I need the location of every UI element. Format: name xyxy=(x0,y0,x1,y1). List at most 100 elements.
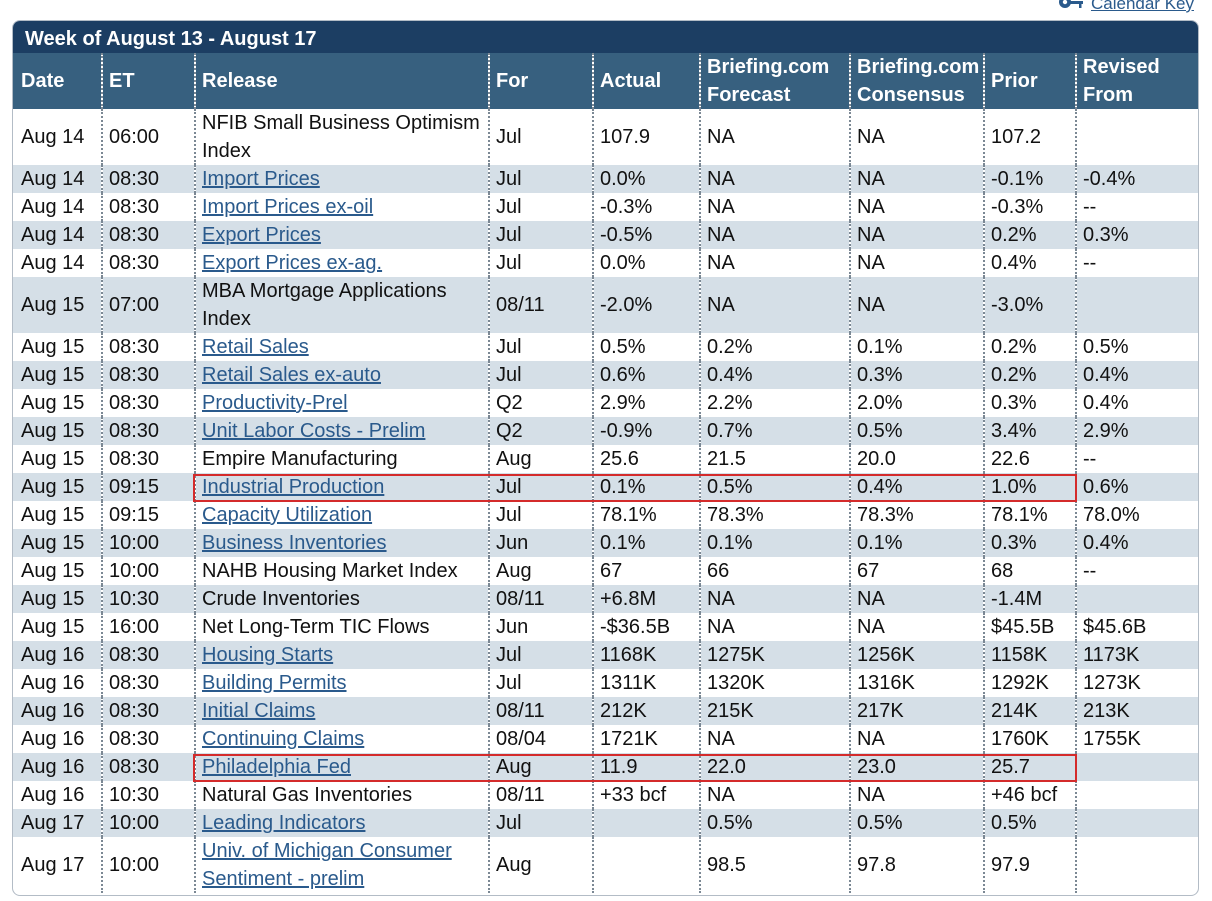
table-row: Aug 15 10:00 Business Inventories Jun 0.1% 0.… xyxy=(13,529,1198,557)
col-header-revised: Revised From xyxy=(1075,53,1198,109)
cell-time: 07:00 xyxy=(101,277,195,333)
cell-for: Jul xyxy=(488,501,593,529)
cell-date: Aug 16 xyxy=(13,697,102,725)
cell-time: 10:00 xyxy=(101,809,195,837)
cell-prior: 107.2 xyxy=(983,109,1076,165)
calendar-key-label[interactable]: Calendar Key xyxy=(1090,0,1194,13)
cell-consensus: 0.5% xyxy=(849,809,984,837)
cell-date: Aug 17 xyxy=(13,809,102,837)
cell-revised xyxy=(1075,109,1198,165)
cell-revised xyxy=(1075,809,1198,837)
cell-for: Jul xyxy=(488,333,593,361)
cell-consensus: NA xyxy=(849,109,984,165)
cell-consensus: 0.1% xyxy=(849,333,984,361)
table-row: Aug 15 08:30 Empire Manufacturing Aug 25.6 21… xyxy=(13,445,1198,473)
cell-forecast: NA xyxy=(699,613,850,641)
release-link[interactable]: Export Prices ex-ag. xyxy=(202,252,383,274)
cell-consensus: 0.5% xyxy=(849,417,984,445)
release-link[interactable]: Retail Sales xyxy=(202,336,309,358)
release-link[interactable]: Unit Labor Costs - Prelim xyxy=(202,420,426,442)
release-link[interactable]: Leading Indicators xyxy=(202,812,366,834)
release-link[interactable]: Building Permits xyxy=(202,672,347,694)
cell-for: Jul xyxy=(488,249,593,277)
cell-for: Aug xyxy=(488,837,593,893)
cell-actual: 0.1% xyxy=(592,529,700,557)
cell-for: Jul xyxy=(488,165,593,193)
cell-date: Aug 15 xyxy=(21,448,85,470)
release-link[interactable]: Export Prices xyxy=(202,224,321,246)
cell-forecast: 0.4% xyxy=(699,361,850,389)
cell-consensus: 2.0% xyxy=(849,389,984,417)
cell-release: Export Prices ex-ag. xyxy=(194,249,489,277)
cell-time: 06:00 xyxy=(101,109,195,165)
cell-time: 08:30 xyxy=(101,221,195,249)
header-row: Date ET Release For Actual Briefing.com … xyxy=(13,53,1198,109)
cell-for: Q2 xyxy=(488,389,593,417)
cell-prior: 0.2% xyxy=(983,361,1076,389)
cell-release: Unit Labor Costs - Prelim xyxy=(194,417,489,445)
cell-release: Industrial Production xyxy=(194,473,489,501)
cell-time: 10:30 xyxy=(101,781,195,809)
table-row: Aug 14 08:30 Export Prices Jul -0.5% NA NA 0.2%… xyxy=(13,221,1198,249)
cell-actual: -2.0% xyxy=(592,277,700,333)
cell-forecast: NA xyxy=(699,249,850,277)
cell-time: 16:00 xyxy=(101,613,195,641)
cell-revised: 0.3% xyxy=(1075,221,1198,249)
release-link[interactable]: Industrial Production xyxy=(202,476,385,498)
release-link[interactable]: Import Prices xyxy=(202,168,320,190)
cell-revised: -- xyxy=(1075,193,1198,221)
table-row: Aug 17 10:00 Leading Indicators Jul 0.5% 0.5%… xyxy=(13,809,1198,837)
cell-for: 08/11 xyxy=(488,697,593,725)
table-row: Aug 15 07:00 MBA Mortgage Applications Ind… xyxy=(13,277,1198,333)
release-link[interactable]: Initial Claims xyxy=(202,700,316,722)
cell-prior: 0.2% xyxy=(983,333,1076,361)
cell-forecast: 78.3% xyxy=(699,501,850,529)
cell-forecast: 215K xyxy=(699,697,850,725)
cell-consensus: NA xyxy=(849,585,984,613)
col-header-consensus: Briefing.com Consensus xyxy=(849,53,984,109)
cell-prior: 0.3% xyxy=(983,389,1076,417)
release-link[interactable]: Philadelphia Fed xyxy=(202,756,351,778)
cell-revised: -0.4% xyxy=(1075,165,1198,193)
cell-actual xyxy=(592,809,700,837)
cell-for: Q2 xyxy=(488,417,593,445)
table-row: Aug 14 08:30 Import Prices Jul 0.0% NA NA -0.1%… xyxy=(13,165,1198,193)
cell-revised: -- xyxy=(1075,249,1198,277)
cell-date: Aug 14 xyxy=(21,126,85,148)
cell-revised: 0.4% xyxy=(1075,389,1198,417)
cell-actual: 212K xyxy=(592,697,700,725)
release-link[interactable]: Business Inventories xyxy=(202,532,387,554)
cell-date: Aug 15 xyxy=(21,560,85,582)
release-link[interactable]: Import Prices ex-oil xyxy=(202,196,374,218)
table-row: Aug 14 08:30 Import Prices ex-oil Jul -0.3% N… xyxy=(13,193,1198,221)
cell-time: 08:30 xyxy=(101,445,195,473)
cell-forecast: NA xyxy=(699,193,850,221)
cell-forecast: 0.5% xyxy=(699,809,850,837)
release-link[interactable]: Univ. of Michigan Consumer Sentiment - p… xyxy=(202,840,452,890)
cell-forecast: 1320K xyxy=(699,669,850,697)
cell-date: Aug 14 xyxy=(13,221,102,249)
cell-consensus: 67 xyxy=(849,557,984,585)
cell-prior: +46 bcf xyxy=(983,781,1076,809)
release-link[interactable]: Retail Sales ex-auto xyxy=(202,364,381,386)
cell-actual: 1311K xyxy=(592,669,700,697)
cell-release: NAHB Housing Market Index xyxy=(194,557,489,585)
cell-time: 09:15 xyxy=(101,473,195,501)
cell-revised xyxy=(1075,585,1198,613)
release-link[interactable]: Housing Starts xyxy=(202,644,334,666)
table-row: Aug 16 08:30 Continuing Claims 08/04 1721K NA… xyxy=(13,725,1198,753)
cell-prior: 97.9 xyxy=(983,837,1076,893)
cell-revised: 0.4% xyxy=(1075,361,1198,389)
table-row: Aug 16 08:30 Philadelphia Fed Aug 11.9 22.0 23… xyxy=(13,753,1198,781)
release-link[interactable]: Capacity Utilization xyxy=(202,504,373,526)
cell-release: MBA Mortgage Applications Index xyxy=(194,277,489,333)
release-link[interactable]: Continuing Claims xyxy=(202,728,365,750)
cell-revised: 1755K xyxy=(1075,725,1198,753)
cell-revised xyxy=(1075,753,1198,781)
cell-actual: 78.1% xyxy=(592,501,700,529)
release-link[interactable]: Productivity-Prel xyxy=(202,392,348,414)
table-row: Aug 15 09:15 Capacity Utilization Jul 78.1% 7… xyxy=(13,501,1198,529)
cell-time: 08:30 xyxy=(101,389,195,417)
key-icon xyxy=(1057,0,1087,12)
calendar-key-link[interactable]: Calendar Key xyxy=(1057,0,1194,14)
